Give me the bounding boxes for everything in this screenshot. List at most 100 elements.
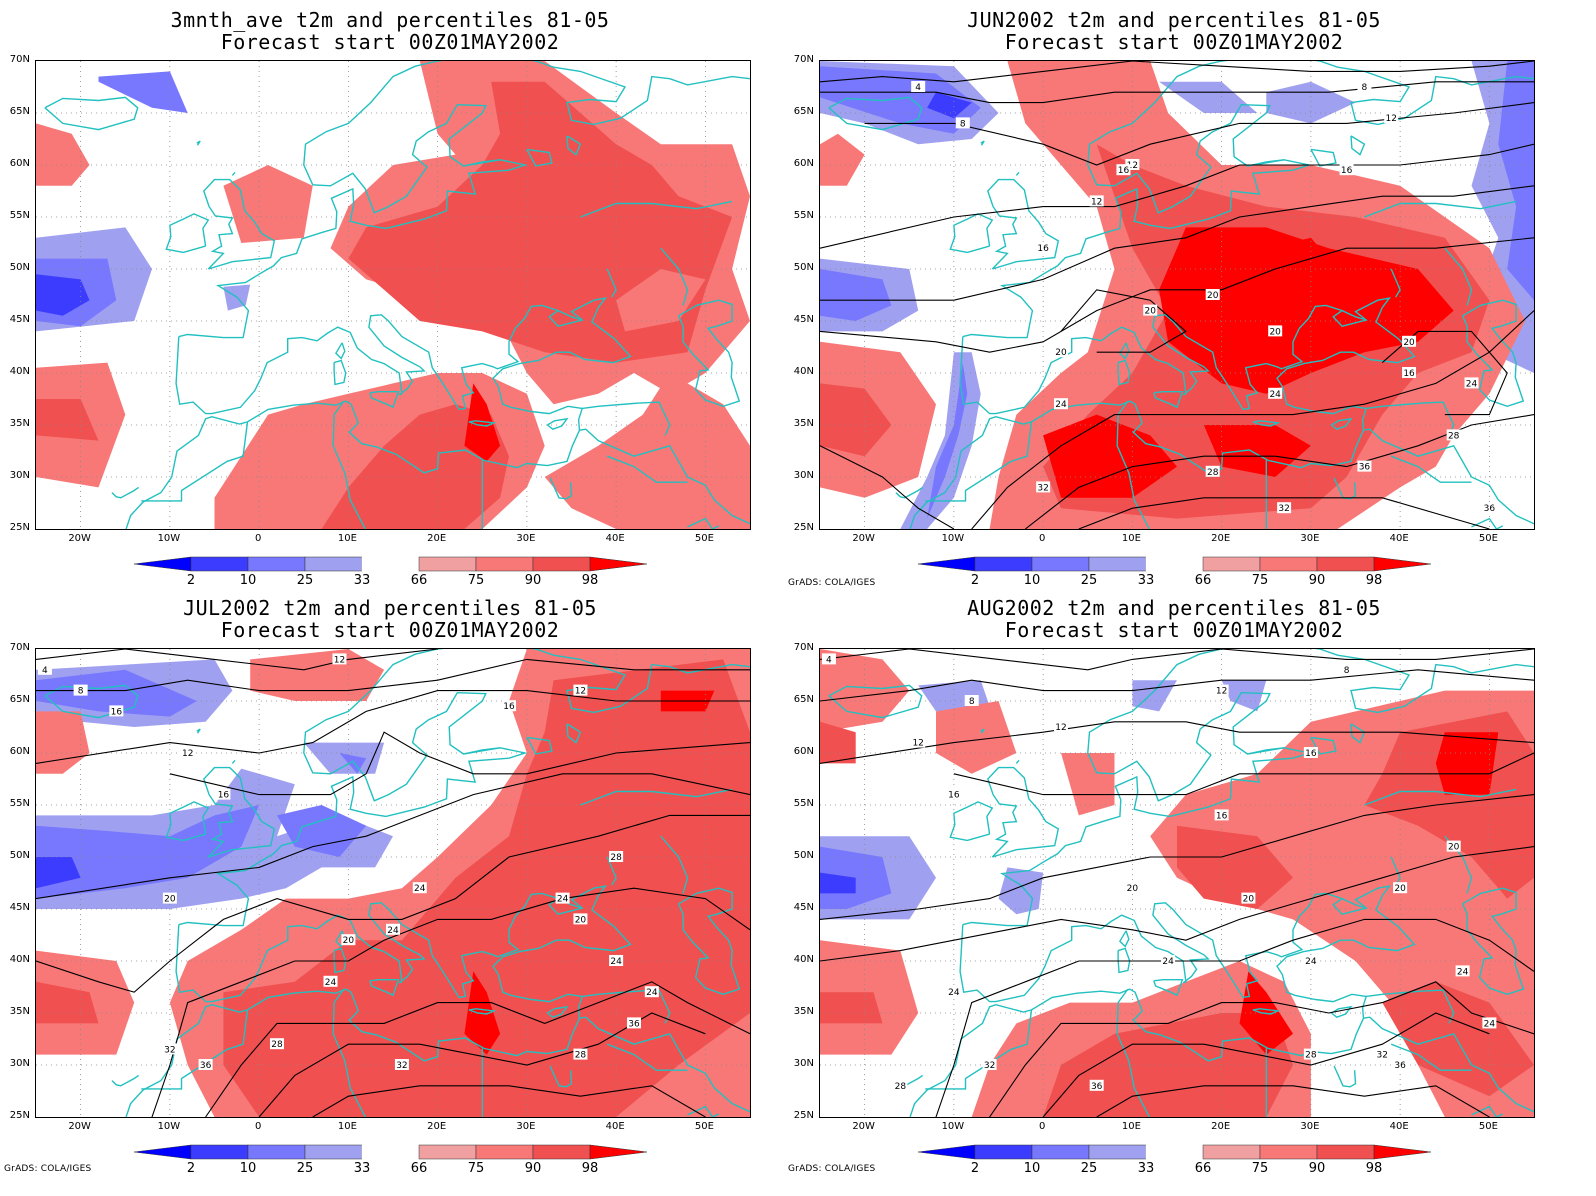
contour-label: 24: [1455, 965, 1470, 977]
contour-label-text: 12: [1091, 197, 1102, 207]
contour-label-text: 32: [164, 1045, 175, 1055]
panel-subtitle: Forecast start 00Z01MAY2002: [1004, 30, 1344, 54]
contour-label-text: 32: [1278, 504, 1289, 514]
isotherm-contour: [36, 649, 438, 671]
grads-credit: GrADS: COLA/IGES: [788, 578, 876, 588]
coastline: [1015, 171, 1020, 176]
colorbar-label: 90: [524, 573, 542, 588]
coastline: [1364, 200, 1517, 218]
contour-label: 20: [1393, 882, 1408, 894]
contour-label: 20: [1402, 335, 1417, 348]
contour-label-text: 32: [1377, 1051, 1388, 1061]
lon-tick-label: 30E: [1300, 1121, 1320, 1132]
contour-label-text: 32: [984, 1061, 995, 1071]
isotherm-contour: [820, 61, 1534, 83]
contour-label-text: 20: [1394, 884, 1406, 894]
percentile-shading: [936, 701, 1017, 774]
lat-tick-label: 60N: [9, 158, 30, 169]
percentile-shading: [464, 383, 501, 462]
percentile-shading: [36, 399, 99, 441]
colorbar-swatch: [247, 1144, 306, 1160]
coastline: [962, 61, 1320, 339]
isotherm-contour: [820, 669, 1534, 702]
coastline: [828, 684, 923, 719]
coastline: [687, 1105, 720, 1117]
map-area: 4 8 8 12 12 12 16 16 16 20 20 20 20 20 24 24 24 28 28 32 32 3…: [819, 60, 1535, 530]
coastline: [987, 178, 1060, 270]
contour-label: 28: [1303, 1048, 1318, 1061]
contour-label: 16: [1036, 242, 1051, 254]
contour-label: 36: [626, 1017, 641, 1029]
percentile-shading: [820, 66, 981, 134]
isotherm-contour: [989, 981, 1534, 1117]
contour-label: 24: [644, 986, 659, 998]
contour-label-text: 24: [557, 895, 569, 905]
percentile-shading: [820, 269, 892, 321]
contour-label-text: 16: [1403, 369, 1415, 379]
contour-label-text: 16: [948, 791, 960, 801]
isotherm-contour: [36, 814, 750, 993]
coastline: [196, 728, 201, 734]
percentile-shading: [1382, 981, 1534, 1097]
contour-label: 28: [269, 1038, 284, 1050]
contour-label-text: 20: [343, 936, 355, 946]
contour-label-text: 20: [1127, 884, 1139, 894]
lat-tick-label: 60N: [793, 746, 814, 757]
coastline: [579, 1016, 689, 1066]
isotherm-contour: [864, 102, 1534, 166]
lat-tick-label: 55N: [9, 798, 30, 809]
contour-label: 32: [982, 1059, 997, 1071]
coastline: [125, 297, 632, 529]
colorbar-swatch: [974, 1144, 1033, 1160]
isotherm-contour: [169, 731, 750, 796]
lon-tick-label: 30E: [516, 533, 536, 544]
colorbar-label: 75: [467, 1161, 485, 1176]
lat-tick-label: 45N: [793, 314, 814, 325]
contour-label-text: 4: [915, 83, 921, 93]
coastline: [1252, 1008, 1281, 1015]
coastline: [141, 421, 249, 502]
lon-tick-label: 40E: [605, 1121, 625, 1132]
coastline: [332, 988, 366, 1117]
coastline: [1471, 476, 1534, 525]
coastline: [231, 171, 236, 176]
lon-tick-label: 10W: [941, 1121, 965, 1132]
contour-label-text: 32: [1037, 483, 1048, 493]
lat-tick-label: 30N: [793, 470, 814, 481]
colorbar-label: 10: [1023, 1161, 1041, 1176]
colorbar-swatch: [1373, 556, 1432, 572]
grads-credit: GrADS: COLA/IGES: [788, 1164, 876, 1174]
percentile-shading: [820, 721, 856, 764]
contour-label-text: 20: [1243, 895, 1255, 905]
lat-tick-label: 30N: [793, 1058, 814, 1069]
contour-label: 32: [394, 1059, 409, 1071]
lon-tick-label: 20E: [1211, 1121, 1231, 1132]
contour-label: 4: [821, 653, 836, 665]
coastline: [606, 1043, 688, 1071]
contour-label: 32: [162, 1043, 177, 1055]
percentile-shading: [1435, 732, 1499, 795]
colorbar-label: 33: [1137, 1161, 1155, 1176]
lat-tick-label: 50N: [793, 262, 814, 273]
coastline: [546, 1005, 569, 1018]
contour-label: 12: [332, 653, 347, 665]
coastline: [1366, 401, 1455, 436]
contour-label-text: 24: [1269, 390, 1281, 400]
contour-label: 20: [1125, 882, 1140, 894]
colorbar-swatch: [532, 1144, 591, 1160]
colorbar-swatch: [1259, 1144, 1318, 1160]
coastline: [949, 213, 994, 254]
coastline: [1330, 1005, 1353, 1018]
isotherm-contour: [820, 185, 1534, 301]
contour-label: 36: [1393, 1059, 1408, 1071]
isotherm-contour: [935, 918, 1534, 1117]
contour-label-text: 16: [503, 702, 515, 712]
map-canvas: 4 8 8 12 12 12 16 16 16 20 20 20 24 24 24 24 28 28 32 32 36 3…: [820, 649, 1534, 1117]
coastline: [1153, 391, 1184, 409]
contour-label-text: 24: [387, 926, 399, 936]
colorbar-swatch: [974, 556, 1033, 572]
colorbar-label: 98: [581, 1161, 599, 1176]
percentile-shading: [1132, 680, 1177, 712]
contour-label: 20: [1241, 892, 1256, 905]
lat-tick-label: 25N: [9, 522, 30, 533]
